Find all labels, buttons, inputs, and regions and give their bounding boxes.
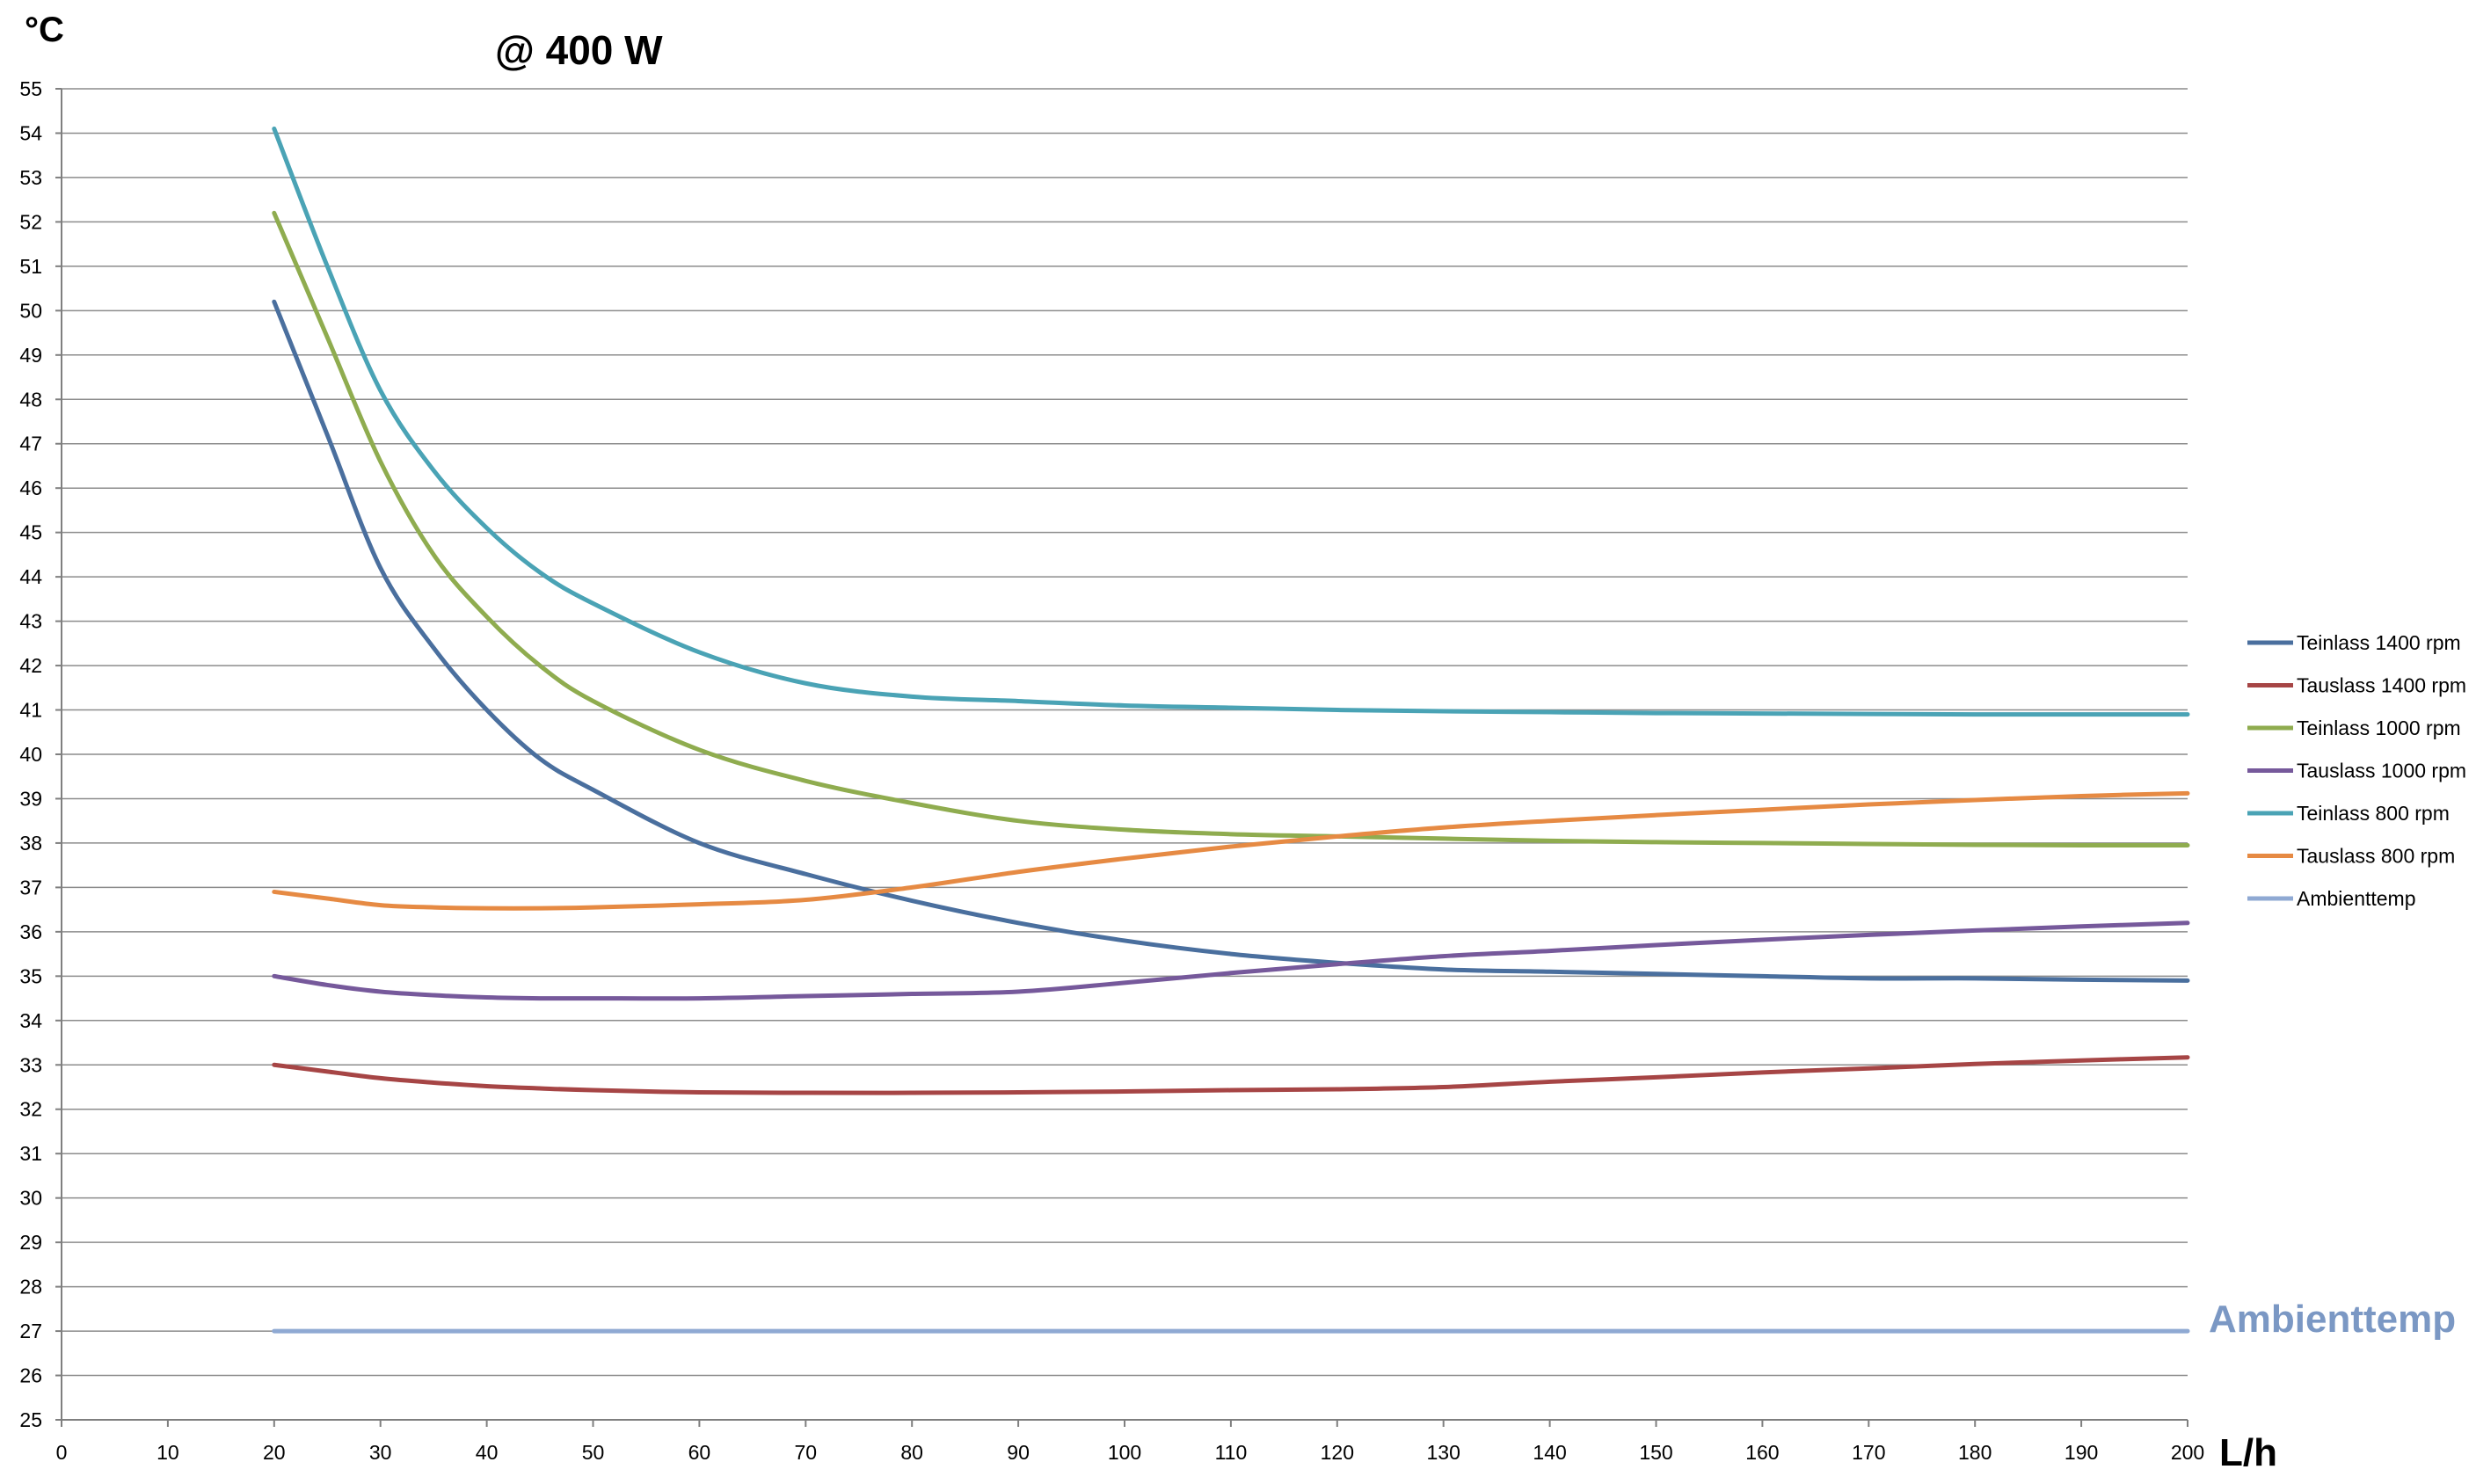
- legend-label-ambienttemp: Ambienttemp: [2297, 887, 2416, 910]
- series-line-tauslass-1000-rpm: [272, 920, 2190, 1001]
- legend-label-tauslass-800-rpm: Tauslass 800 rpm: [2297, 845, 2455, 868]
- y-tick-label-29: 29: [19, 1231, 42, 1254]
- x-tick-label-90: 90: [1007, 1441, 1030, 1464]
- x-tick-label-190: 190: [2065, 1441, 2098, 1464]
- x-tick-label-60: 60: [688, 1441, 711, 1464]
- y-tick-label-36: 36: [19, 920, 42, 943]
- x-tick-label-200: 200: [2171, 1441, 2204, 1464]
- y-tick-label-37: 37: [19, 876, 42, 898]
- y-tick-label-52: 52: [19, 210, 42, 233]
- y-tick-label-42: 42: [19, 654, 42, 677]
- y-tick-label-48: 48: [19, 388, 42, 411]
- y-tick-label-46: 46: [19, 476, 42, 499]
- x-tick-label-20: 20: [263, 1441, 286, 1464]
- y-tick-label-35: 35: [19, 964, 42, 987]
- x-tick-labels: 0 10 20 30 40 50 60 70 80 90 100 110 120 130 140 150 160…: [56, 1441, 2205, 1464]
- y-tick-label-43: 43: [19, 610, 42, 633]
- x-tick-label-130: 130: [1427, 1441, 1460, 1464]
- series-line-teinlass-1000-rpm: [272, 210, 2190, 847]
- x-tick-label-70: 70: [795, 1441, 818, 1464]
- legend-label-teinlass-1000-rpm: Teinlass 1000 rpm: [2297, 717, 2461, 739]
- y-tick-label-31: 31: [19, 1142, 42, 1165]
- legend-label-tauslass-1000-rpm: Tauslass 1000 rpm: [2297, 760, 2466, 782]
- y-tick-label-28: 28: [19, 1276, 42, 1298]
- y-tick-label-34: 34: [19, 1009, 42, 1032]
- x-tick-label-0: 0: [56, 1441, 68, 1464]
- ambient-annotation-label: Ambienttemp: [2209, 1298, 2456, 1341]
- y-tick-label-44: 44: [19, 565, 42, 588]
- legend-label-teinlass-800-rpm: Teinlass 800 rpm: [2297, 802, 2450, 825]
- chart-title: @ 400 W: [495, 27, 663, 73]
- x-tick-label-30: 30: [369, 1441, 392, 1464]
- series-line-teinlass-1400-rpm: [272, 299, 2190, 983]
- x-tick-label-170: 170: [1852, 1441, 1885, 1464]
- y-tick-label-53: 53: [19, 166, 42, 189]
- x-tick-label-10: 10: [157, 1441, 179, 1464]
- x-tick-label-110: 110: [1215, 1441, 1248, 1464]
- x-tick-label-100: 100: [1108, 1441, 1141, 1464]
- y-tick-label-41: 41: [19, 699, 42, 722]
- y-tick-label-51: 51: [19, 255, 42, 278]
- axes: [55, 88, 2188, 1427]
- y-tick-label-40: 40: [19, 743, 42, 766]
- legend: Teinlass 1400 rpm Tauslass 1400 rpm Teinla…: [2247, 631, 2466, 910]
- x-tick-label-150: 150: [1639, 1441, 1672, 1464]
- legend-label-tauslass-1400-rpm: Tauslass 1400 rpm: [2297, 674, 2466, 697]
- series-line-tauslass-800-rpm: [272, 790, 2190, 911]
- series-line-tauslass-1400-rpm: [272, 1055, 2190, 1095]
- y-tick-label-39: 39: [19, 787, 42, 810]
- x-tick-label-50: 50: [582, 1441, 605, 1464]
- y-tick-label-38: 38: [19, 832, 42, 855]
- x-axis-unit: L/h: [2219, 1431, 2277, 1474]
- grid-lines: [62, 88, 2188, 1377]
- y-tick-label-33: 33: [19, 1053, 42, 1076]
- y-tick-label-50: 50: [19, 299, 42, 322]
- y-axis-unit: °C: [25, 11, 64, 49]
- y-tick-label-47: 47: [19, 433, 42, 455]
- y-tick-label-26: 26: [19, 1364, 42, 1387]
- series-lines: [272, 126, 2190, 1334]
- x-tick-label-140: 140: [1533, 1441, 1566, 1464]
- y-tick-label-54: 54: [19, 121, 42, 144]
- y-tick-label-30: 30: [19, 1187, 42, 1210]
- y-tick-label-55: 55: [19, 77, 42, 100]
- y-tick-label-25: 25: [19, 1408, 42, 1431]
- x-tick-label-180: 180: [1958, 1441, 1992, 1464]
- x-tick-label-40: 40: [476, 1441, 499, 1464]
- y-tick-label-45: 45: [19, 521, 42, 544]
- series-line-teinlass-800-rpm: [272, 126, 2190, 717]
- x-tick-label-160: 160: [1745, 1441, 1779, 1464]
- y-tick-label-49: 49: [19, 344, 42, 367]
- legend-label-teinlass-1400-rpm: Teinlass 1400 rpm: [2297, 631, 2461, 654]
- x-tick-label-120: 120: [1321, 1441, 1354, 1464]
- y-tick-labels: 25 26 27 28 29 30 31 32 33 34 35 36 37 38 39 40 41 42 43 44…: [19, 77, 42, 1431]
- y-tick-label-32: 32: [19, 1098, 42, 1121]
- x-tick-label-80: 80: [900, 1441, 923, 1464]
- y-tick-label-27: 27: [19, 1320, 42, 1342]
